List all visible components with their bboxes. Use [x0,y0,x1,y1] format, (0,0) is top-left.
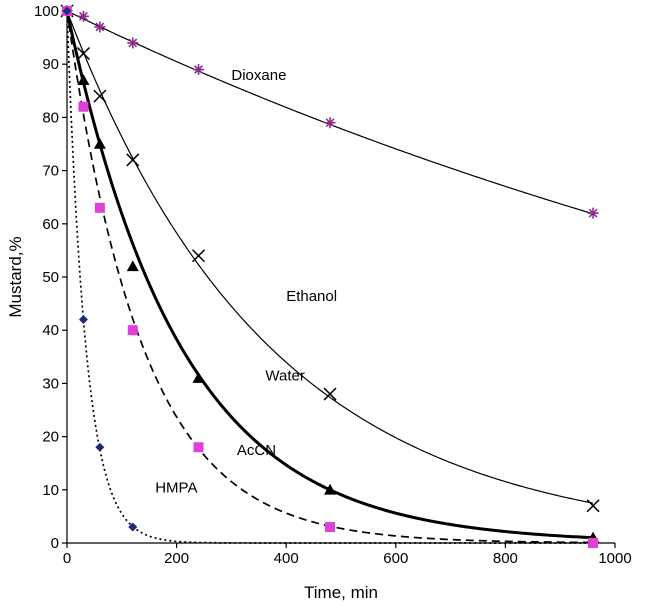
x-tick-label: 200 [164,550,189,567]
x-axis-title: Time, min [304,583,378,602]
y-tick-label: 90 [42,56,59,73]
x-tick-label: 400 [274,550,299,567]
y-tick-label: 10 [42,482,59,499]
series-labels: Dioxane Ethanol Water AcCN HMPA [155,67,337,496]
curve-water [65,10,594,540]
marker-ethanol [586,499,600,513]
marker-dioxane [324,117,336,129]
marker-water [93,138,106,149]
fit-curves [65,10,594,544]
y-tick-label: 60 [42,216,59,233]
marker-accn [193,442,204,453]
marker-hmpa [78,315,88,325]
curve-ethanol [66,10,594,504]
y-tick-label: 30 [42,375,59,392]
marker-hmpa [62,6,72,16]
y-tick-label: 70 [42,163,59,180]
marker-dioxane [193,64,205,76]
marker-ethanol [126,153,140,167]
y-tick-label: 80 [42,109,59,126]
marker-water [126,260,139,272]
x-tick-label: 800 [493,550,518,567]
marker-ethanol [93,89,107,103]
x-tick-label: 0 [63,550,71,567]
label-accn: AcCN [237,442,276,459]
x-tick-label: 1000 [598,550,631,567]
label-dioxane: Dioxane [231,67,286,84]
marker-hmpa [95,442,105,452]
y-tick-label: 0 [51,535,59,552]
marker-water [77,74,90,85]
label-ethanol: Ethanol [286,288,337,305]
marker-ethanol [76,47,90,61]
marker-water [324,483,337,495]
marker-accn [127,325,138,336]
marker-dioxane [587,207,599,219]
y-tick-label: 20 [42,429,59,446]
marker-dioxane [77,10,89,22]
y-tick-label: 50 [42,269,59,286]
x-tick-label: 600 [383,550,408,567]
marker-dioxane [127,37,139,49]
marker-hmpa [128,522,138,532]
marker-accn [78,101,89,112]
label-hmpa: HMPA [155,479,197,496]
marker-ethanol [191,249,206,263]
y-tick-label: 40 [42,322,59,339]
marker-dioxane [94,21,106,33]
marker-accn [325,522,336,533]
data-markers [60,4,600,548]
marker-accn [588,538,599,548]
curve-hmpa [66,10,594,544]
y-tick-label: 100 [34,3,59,20]
label-water: Water [265,368,304,385]
marker-ethanol [323,387,337,401]
y-axis-title: Mustard,% [6,236,25,317]
marker-accn [94,202,105,213]
marker-water [192,372,205,383]
